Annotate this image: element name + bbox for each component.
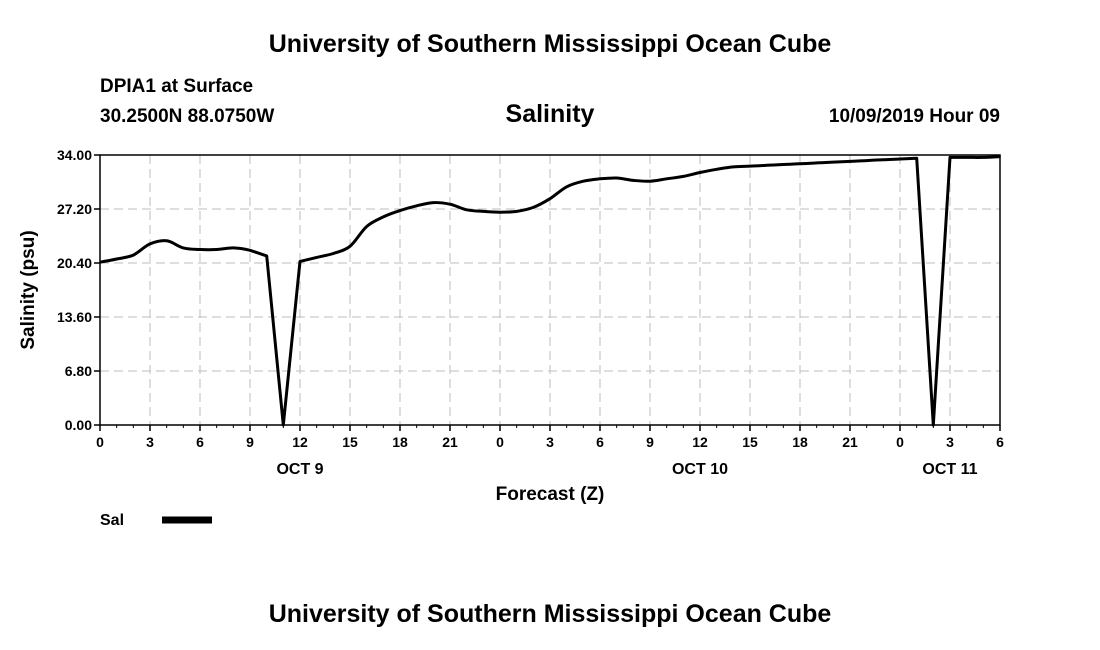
x-tick-label: 18 [792,434,808,450]
data-point-sal [399,209,401,212]
data-point-sal [499,211,501,213]
y-tick-label: 27.20 [57,201,92,217]
data-point-sal [999,155,1001,158]
day-label: OCT 9 [276,461,323,478]
x-tick-label: 21 [442,434,458,450]
banner-bottom: University of Southern Mississippi Ocean… [268,600,832,628]
x-tick-label: 15 [742,434,758,450]
x-tick-label: 6 [596,434,604,450]
data-point-sal [449,203,451,206]
data-point-sal [732,166,735,168]
data-point-sal [132,254,135,256]
data-point-sal [715,168,718,171]
axis-ticks: 0 3 6 9 12 15 18 21 0 3 6 9 12 15 18 21 0 3 6 0.00 6.80 13.60… [57,147,1004,478]
data-point-sal [465,208,468,211]
data-point-sal [649,180,651,183]
data-point-sal [599,178,601,180]
x-tick-label: 6 [196,434,204,450]
data-point-sal [332,252,335,255]
data-point-sal [949,156,951,159]
data-point-sal [165,239,168,242]
y-tick-label: 34.00 [57,147,92,163]
data-point-sal [782,163,785,166]
y-tick-label: 0.00 [65,417,92,433]
data-point-sal [182,247,185,249]
data-point-sal [865,159,868,162]
data-point-sal [199,248,201,251]
legend: Sal [100,512,212,529]
data-point-sal [749,165,751,167]
data-point-sal [482,210,485,213]
x-tick-label: 12 [692,434,708,450]
data-point-sal [432,201,435,204]
data-point-sal [899,158,901,160]
data-point-sal [615,177,618,179]
data-point-sal [932,424,935,426]
banner-top: University of Southern Mississippi Ocean… [268,30,832,58]
y-axis-label: Salinity (psu) [18,230,39,349]
data-point-sal [982,156,985,159]
data-point-sal [665,178,668,180]
data-point-sal [832,161,835,163]
station-coords: 30.2500N 88.0750W [100,106,275,127]
y-tick-label: 20.40 [57,255,92,271]
data-point-sal [582,180,585,183]
day-label: OCT 11 [922,461,977,478]
data-point-sal [532,206,535,209]
run-time: 10/09/2019 Hour 09 [828,106,1000,127]
data-point-sal [632,179,635,182]
data-point-sal [815,162,818,164]
grid [100,155,1000,425]
data-point-sal [699,171,701,174]
y-tick-label: 6.80 [65,363,92,379]
x-tick-label: 21 [842,434,858,450]
data-point-sal [765,164,768,167]
data-point-sal [299,260,301,263]
day-label: OCT 10 [672,461,728,478]
data-point-sal [349,245,351,248]
data-point-sal [565,185,568,188]
station-name: DPIA1 at Surface [100,76,254,97]
x-tick-label: 0 [96,434,104,450]
data-point-sal [99,261,101,264]
x-tick-label: 3 [546,434,554,450]
x-tick-label: 0 [896,434,904,450]
x-axis-label: Forecast (Z) [496,484,605,505]
x-tick-label: 9 [646,434,654,450]
series-layer [99,155,1001,427]
x-tick-label: 0 [496,434,504,450]
data-point-sal [549,197,551,200]
data-point-sal [215,248,218,251]
data-point-sal [382,216,385,218]
data-point-sal [232,247,235,249]
x-tick-label: 3 [946,434,954,450]
data-point-sal [882,158,885,161]
data-point-sal [799,162,801,165]
data-point-sal [365,225,368,228]
x-tick-label: 9 [246,434,254,450]
data-point-sal [965,156,968,159]
legend-label-sal: Sal [100,512,124,529]
data-point-sal [415,205,418,207]
x-tick-label: 12 [292,434,308,450]
data-point-sal [265,255,268,257]
x-tick-label: 3 [146,434,154,450]
data-point-sal [149,243,151,245]
data-point-sal [515,210,518,213]
data-point-sal [315,256,318,259]
data-point-sal [249,249,251,252]
x-tick-label: 6 [996,434,1004,450]
chart-title: Salinity [505,100,595,128]
data-point-sal [282,424,285,426]
x-tick-label: 15 [342,434,358,450]
data-point-sal [682,175,685,178]
data-point-sal [915,157,918,159]
x-tick-label: 18 [392,434,408,450]
y-tick-label: 13.60 [57,309,92,325]
data-point-sal [115,258,118,260]
data-point-sal [849,160,851,163]
